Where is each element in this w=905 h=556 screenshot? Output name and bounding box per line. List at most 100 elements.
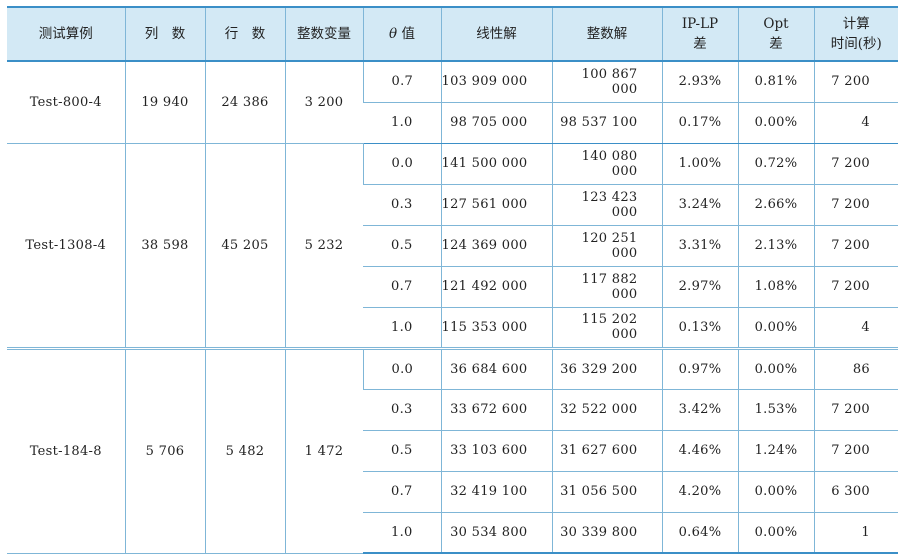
time-cell: 7 200	[813, 143, 898, 185]
ip-lp-gap-cell: 4.46%	[661, 430, 738, 472]
theta-cell: 0.5	[363, 430, 441, 472]
ip-lp-gap-cell: 1.00%	[661, 143, 738, 185]
opt-gap-cell: 1.53%	[737, 389, 814, 431]
time-cell: 7 200	[813, 184, 898, 226]
header-ip-lp-gap: IP-LP 差	[661, 6, 738, 62]
time-cell: 86	[813, 346, 898, 390]
cols-cell: 5 706	[124, 346, 205, 554]
time-cell: 7 200	[813, 225, 898, 267]
ip-lp-gap-cell: 2.93%	[661, 61, 738, 103]
table-row: Test-1308-4 38 598 45 205 5 232 0.0 141 500 0…	[7, 143, 898, 349]
table-row: 0.3 33 672 600 32 522 000 3.42% 1.53% 7 200	[7, 389, 898, 431]
ip-solution-cell: 98 537 100	[551, 102, 662, 144]
header-cols: 列 数	[124, 6, 205, 62]
theta-cell: 0.7	[362, 61, 441, 103]
lp-solution-cell: 103 909 000	[440, 61, 552, 103]
ip-solution-cell: 36 329 200	[551, 346, 662, 390]
ip-solution-cell: 117 882 000	[551, 266, 662, 308]
theta-cell: 0.3	[363, 184, 441, 226]
lp-solution-cell: 141 500 000	[440, 143, 552, 185]
theta-cell: 0.3	[363, 389, 441, 431]
ip-solution-cell: 140 080 000	[551, 143, 662, 185]
theta-cell: 0.7	[363, 471, 441, 513]
theta-cell: 0.0	[362, 346, 441, 390]
theta-cell: 1.0	[363, 512, 441, 554]
time-cell: 4	[813, 307, 898, 349]
theta-cell: 1.0	[363, 307, 441, 349]
header-opt-gap: Opt 差	[737, 6, 814, 62]
header-ip-lp-gap-line1: IP-LP	[681, 16, 719, 32]
ip-lp-gap-cell: 3.24%	[661, 184, 738, 226]
ip-solution-cell: 31 056 500	[551, 471, 662, 513]
table-row: 0.7 121 492 000 117 882 000 2.97% 1.08% 7 200	[7, 266, 898, 308]
cols-cell: 38 598	[124, 143, 205, 349]
header-time-line2: 时间(秒)	[830, 36, 882, 52]
header-time-line1: 计算	[842, 16, 870, 32]
table-row: 1.0 30 534 800 30 339 800 0.64% 0.00% 1	[7, 512, 898, 554]
lp-solution-cell: 36 684 600	[440, 346, 552, 390]
header-lp-solution: 线性解	[440, 6, 552, 62]
time-cell: 6 300	[813, 471, 898, 513]
table-header: 测试算例 列 数 行 数 整数变量 θ 值 线性解 整数解 IP-LP 差 Opt…	[7, 6, 898, 62]
lp-solution-cell: 115 353 000	[440, 307, 552, 349]
table-row: 0.5 33 103 600 31 627 600 4.46% 1.24% 7 200	[7, 430, 898, 472]
theta-cell: 1.0	[363, 102, 441, 144]
int-vars-cell: 1 472	[284, 346, 363, 554]
theta-suffix: 值	[397, 26, 415, 42]
time-cell: 7 200	[813, 61, 898, 103]
table-row: Test-800-4 19 940 24 386 3 200 0.7 103 909 00…	[7, 61, 898, 144]
ip-lp-gap-cell: 4.20%	[661, 471, 738, 513]
opt-gap-cell: 0.00%	[737, 512, 814, 554]
header-row: 测试算例 列 数 行 数 整数变量 θ 值 线性解 整数解 IP-LP 差 Opt…	[7, 6, 898, 62]
ip-solution-cell: 100 867 000	[551, 61, 662, 103]
opt-gap-cell: 0.81%	[737, 61, 814, 103]
header-rows: 行 数	[204, 6, 285, 62]
theta-cell: 0.5	[363, 225, 441, 267]
ip-solution-cell: 31 627 600	[551, 430, 662, 472]
rows-cell: 24 386	[204, 61, 285, 144]
opt-gap-cell: 0.72%	[737, 143, 814, 185]
rows-cell: 5 482	[204, 346, 285, 554]
opt-gap-cell: 1.08%	[737, 266, 814, 308]
time-cell: 7 200	[813, 389, 898, 431]
ip-lp-gap-cell: 0.97%	[661, 346, 738, 390]
ip-solution-cell: 115 202 000	[551, 307, 662, 349]
opt-gap-cell: 0.00%	[737, 102, 814, 144]
table-row: 1.0 98 705 000 98 537 100 0.17% 0.00% 4	[7, 102, 898, 144]
lp-solution-cell: 127 561 000	[440, 184, 552, 226]
table-body: Test-800-4 19 940 24 386 3 200 0.7 103 909 00…	[7, 61, 898, 554]
header-ip-lp-gap-line2: 差	[693, 36, 707, 52]
header-opt-gap-line1: Opt	[763, 16, 789, 32]
lp-solution-cell: 121 492 000	[440, 266, 552, 308]
table-row: Test-184-8 5 706 5 482 1 472 0.0 36 684 600 36…	[7, 346, 898, 554]
ip-solution-cell: 123 423 000	[551, 184, 662, 226]
header-case: 测试算例	[7, 6, 125, 62]
time-cell: 7 200	[813, 266, 898, 308]
header-int-vars: 整数变量	[284, 6, 363, 62]
time-cell: 7 200	[813, 430, 898, 472]
table-row: 0.3 127 561 000 123 423 000 3.24% 2.66% 7 200	[7, 184, 898, 226]
opt-gap-cell: 0.00%	[737, 346, 814, 390]
int-vars-cell: 3 200	[284, 61, 363, 144]
header-time: 计算时间(秒)	[813, 6, 898, 62]
ip-lp-gap-cell: 0.17%	[661, 102, 738, 144]
ip-lp-gap-cell: 3.42%	[661, 389, 738, 431]
opt-gap-cell: 2.66%	[737, 184, 814, 226]
lp-solution-cell: 98 705 000	[440, 102, 552, 144]
lp-solution-cell: 32 419 100	[440, 471, 552, 513]
lp-solution-cell: 33 103 600	[440, 430, 552, 472]
theta-symbol: θ	[389, 26, 398, 42]
results-table: 测试算例 列 数 行 数 整数变量 θ 值 线性解 整数解 IP-LP 差 Opt…	[7, 6, 898, 554]
header-opt-gap-line2: 差	[769, 36, 783, 52]
time-cell: 4	[813, 102, 898, 144]
opt-gap-cell: 0.00%	[737, 307, 814, 349]
case-name-cell: Test-800-4	[7, 61, 125, 144]
ip-lp-gap-cell: 0.13%	[661, 307, 738, 349]
header-theta: θ 值	[362, 6, 441, 62]
theta-cell: 0.0	[362, 143, 441, 185]
ip-solution-cell: 30 339 800	[551, 512, 662, 554]
rows-cell: 45 205	[204, 143, 285, 349]
ip-lp-gap-cell: 0.64%	[661, 512, 738, 554]
ip-solution-cell: 120 251 000	[551, 225, 662, 267]
cols-cell: 19 940	[124, 61, 205, 144]
